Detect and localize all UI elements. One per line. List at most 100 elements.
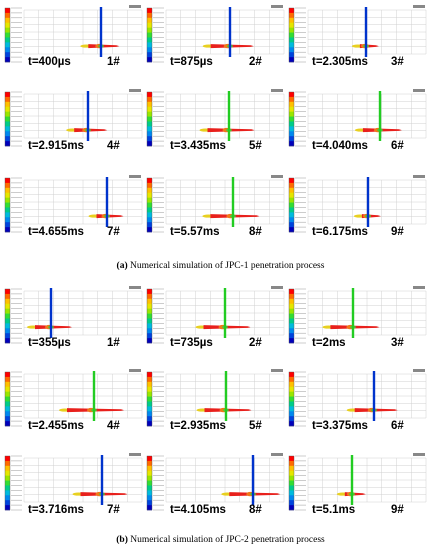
panel-a1: t=400µs 1#	[4, 4, 144, 82]
panel-b1: t=355µs 1#	[4, 285, 144, 363]
colorbar-segment	[289, 111, 294, 117]
panel-time: t=2ms	[312, 337, 346, 349]
colorbar-segment	[147, 401, 152, 407]
colorbar-segment	[147, 298, 152, 305]
colorbar-segment	[147, 212, 152, 218]
panel-b8: t=4.105ms 8#	[146, 452, 286, 530]
simulation-frame	[288, 369, 427, 427]
panel-number: 9#	[391, 226, 404, 238]
colorbar-segment	[147, 386, 152, 392]
colorbar-segment	[5, 131, 10, 137]
colorbar-segment	[289, 372, 294, 378]
colorbar-segment	[289, 101, 294, 108]
colorbar-segment	[5, 47, 10, 53]
colorbar-segment	[289, 192, 294, 198]
colorbar-segment	[5, 212, 10, 218]
colorbar-frame	[288, 371, 295, 427]
simulation-frame	[288, 453, 427, 511]
colorbar-segment	[5, 323, 10, 329]
colorbar-segment	[5, 222, 10, 228]
colorbar-segment	[147, 126, 152, 132]
colorbar-segment	[147, 227, 152, 233]
panel-time: t=2.455ms	[28, 420, 84, 432]
colorbar-segment	[289, 106, 294, 112]
software-logo	[271, 5, 283, 8]
colorbar-segment	[5, 485, 10, 491]
colorbar-segment	[5, 416, 10, 422]
colorbar-segment	[147, 470, 152, 476]
software-logo	[129, 286, 141, 289]
simulation-frame	[4, 175, 143, 233]
colorbar-segment	[147, 111, 152, 117]
colorbar-segment	[289, 289, 294, 295]
target-plate	[224, 371, 228, 421]
colorbar-frame	[288, 91, 295, 147]
panel-number: 2#	[249, 337, 262, 349]
colorbar-segment	[289, 116, 294, 122]
colorbar-segment	[289, 222, 294, 228]
colorbar-segment	[147, 313, 152, 319]
panel-a8: t=5.57ms 8#	[146, 174, 286, 252]
colorbar-segment	[5, 505, 10, 511]
colorbar-segment	[147, 27, 152, 33]
target-plate	[99, 7, 103, 57]
simulation-frame	[4, 286, 143, 344]
colorbar-segment	[5, 421, 10, 427]
colorbar-segment	[147, 22, 152, 28]
caption-text: Numerical simulation of JPC-2 penetratio…	[130, 535, 325, 545]
panel-number: 1#	[107, 56, 120, 68]
colorbar-segment	[5, 116, 10, 122]
colorbar-segment	[289, 475, 294, 481]
colorbar-frame	[4, 91, 11, 147]
panel-b7: t=3.716ms 7#	[4, 452, 144, 530]
panel-time: t=875µs	[170, 56, 213, 68]
colorbar-segment	[5, 101, 10, 108]
colorbar-segment	[147, 141, 152, 147]
software-logo	[271, 453, 283, 456]
colorbar-segment	[289, 293, 294, 300]
colorbar-segment	[289, 178, 294, 184]
colorbar-segment	[289, 197, 294, 203]
colorbar-segment	[289, 47, 294, 53]
colorbar-segment	[289, 182, 294, 189]
colorbar-segment	[5, 96, 10, 103]
colorbar-segment	[289, 485, 294, 491]
colorbar-segment	[289, 303, 294, 309]
panel-number: 5#	[249, 140, 262, 152]
panel-b4: t=2.455ms 4#	[4, 368, 144, 446]
target-plate	[231, 177, 235, 227]
panel-time: t=4.040ms	[312, 140, 368, 152]
simulation-frame	[146, 175, 285, 233]
colorbar-segment	[5, 386, 10, 392]
colorbar-segment	[289, 416, 294, 422]
simulation-frame	[146, 89, 285, 147]
colorbar-frame	[288, 7, 295, 63]
colorbar-segment	[147, 391, 152, 397]
colorbar-frame	[146, 288, 153, 344]
colorbar-segment	[5, 308, 10, 314]
colorbar-segment	[289, 396, 294, 402]
panel-time: t=3.375ms	[312, 420, 368, 432]
colorbar-segment	[5, 227, 10, 233]
colorbar-segment	[5, 372, 10, 378]
target-plate	[86, 91, 90, 141]
colorbar-segment	[5, 495, 10, 501]
colorbar-segment	[147, 421, 152, 427]
colorbar-segment	[5, 313, 10, 319]
colorbar-segment	[5, 217, 10, 223]
colorbar-frame	[146, 455, 153, 511]
colorbar-segment	[289, 391, 294, 397]
panel-time: t=4.655ms	[28, 226, 84, 238]
colorbar-segment	[147, 475, 152, 481]
colorbar-segment	[5, 207, 10, 213]
simulation-frame	[146, 369, 285, 427]
colorbar-segment	[147, 293, 152, 300]
colorbar-segment	[147, 207, 152, 213]
colorbar-segment	[5, 8, 10, 14]
simulation-frame	[4, 89, 143, 147]
colorbar-segment	[147, 37, 152, 43]
panel-number: 7#	[107, 504, 120, 516]
colorbar-segment	[5, 500, 10, 506]
simulation-frame	[146, 5, 285, 63]
colorbar-segment	[289, 470, 294, 476]
